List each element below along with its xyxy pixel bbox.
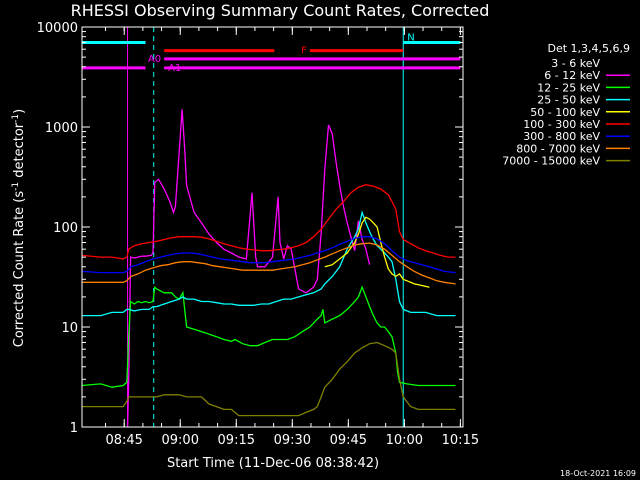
x-tick-label: 09:00 [162,433,199,448]
x-tick-label: 08:45 [105,433,142,448]
series-line-6 [81,236,456,274]
x-axis-label: Start Time (11-Dec-06 08:38:42) [167,456,379,471]
plot-frame [81,26,464,428]
y-tick-label: 10 [61,321,78,336]
legend-entry-5: 100 - 300 keV [523,118,600,131]
x-tick-label: 10:00 [386,433,423,448]
series-line-8 [82,341,456,417]
series-line-3 [82,210,456,317]
legend-entry-7: 800 - 7000 keV [516,142,600,155]
series-line-7 [82,242,456,285]
timestamp: 18-Oct-2021 16:09 [560,469,636,478]
x-tick-label: 09:15 [218,433,255,448]
status-bar-label-0: N [407,32,414,43]
legend-entry-8: 7000 - 15000 keV [502,155,600,168]
chart-title: RHESSI Observing Summary Count Rates, Co… [71,1,490,20]
legend-entry-3: 25 - 50 keV [537,94,600,107]
legend-entry-1: 6 - 12 keV [544,69,600,82]
series-line-4 [324,216,430,288]
legend-entry-6: 300 - 800 keV [523,130,600,143]
legend-title: Det 1,3,4,5,6,9 [547,42,630,55]
y-tick-label: 10000 [37,21,78,36]
series-line-0 [154,149,402,340]
x-tick-label: 09:45 [330,433,367,448]
status-bar-label-3: A1 [168,63,181,74]
legend-entry-4: 50 - 100 keV [530,106,600,119]
legend-entry-0: 3 - 6 keV [551,57,600,70]
series-line-5 [81,184,456,260]
series-line-1 [126,109,371,428]
status-bar-label-1: F [301,46,307,57]
series-line-2 [81,285,456,388]
plot-area: N F A0 A1 1 10 100 1000 10000 08:45 09:00 09:15 09:3… [37,21,479,448]
x-tick-label: 10:15 [442,433,479,448]
y-tick-label: 1 [70,421,78,436]
legend-entry-2: 12 - 25 keV [537,81,600,94]
status-bar-label-2: A0 [148,54,161,65]
y-axis-label: Corrected Count Rate (s-1 detector-1) [11,109,27,347]
y-tick-label: 100 [53,221,78,236]
y-tick-label: 1000 [45,121,78,136]
x-tick-label: 09:30 [274,433,311,448]
